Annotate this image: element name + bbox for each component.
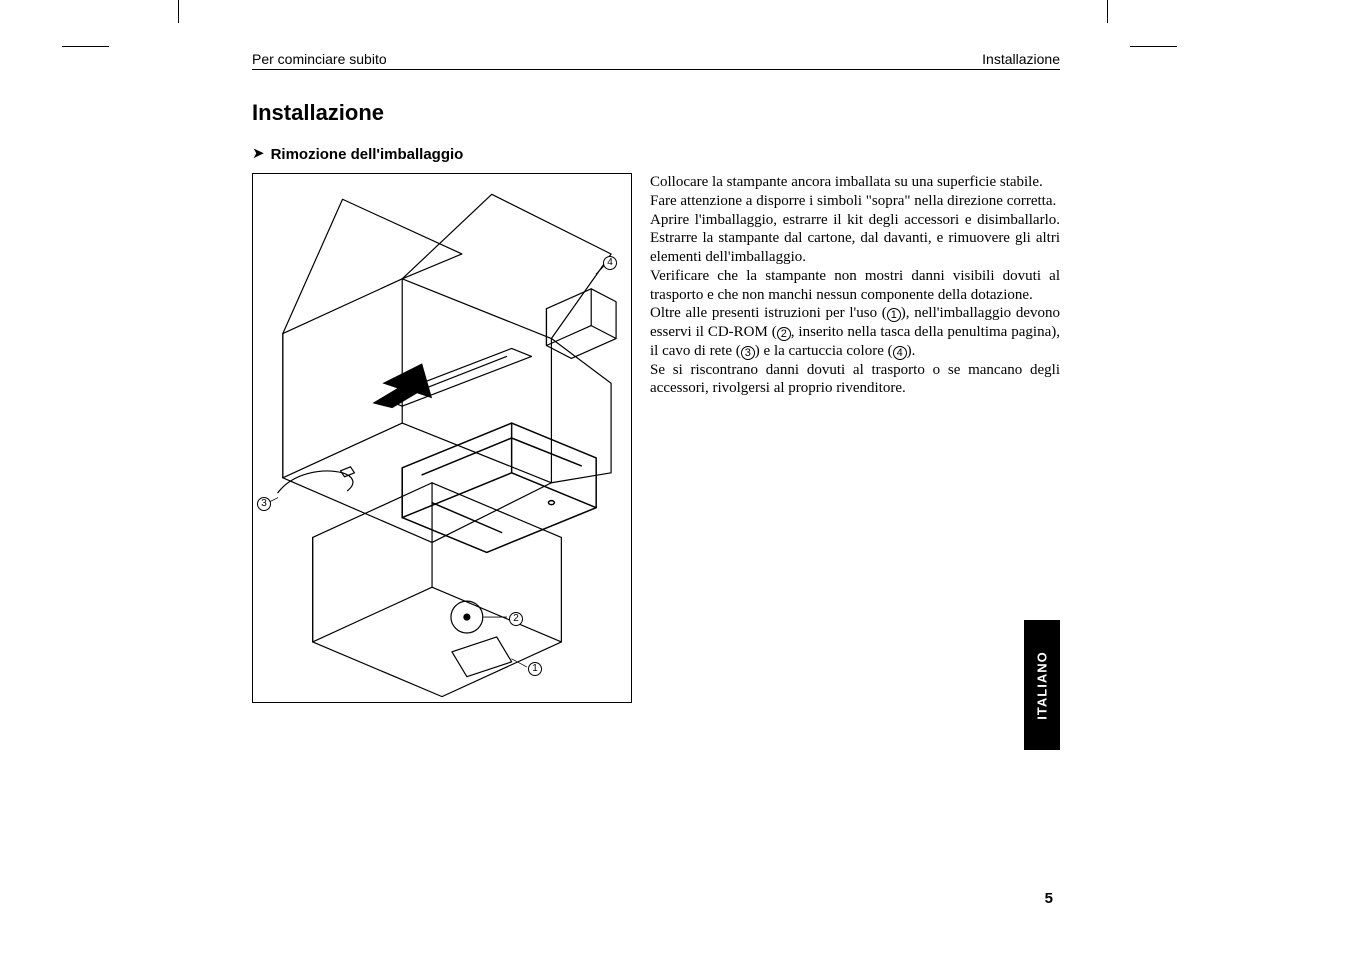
- circled-number-4: 4: [893, 346, 907, 360]
- crop-mark: [62, 46, 109, 47]
- subsection-title: Rimozione dell'imballaggio: [271, 146, 464, 163]
- figure-callout-4: 4: [603, 256, 617, 270]
- printer-unpacking-illustration: [253, 174, 631, 702]
- arrow-icon: ➤: [252, 147, 265, 162]
- page-title: Installazione: [252, 100, 1060, 126]
- paragraph: Collocare la stampante ancora imballata …: [650, 173, 1060, 192]
- crop-mark: [1130, 46, 1177, 47]
- figure-callout-2: 2: [509, 612, 523, 626]
- paragraph: Aprire l'imballaggio, estrarre il kit de…: [650, 211, 1060, 267]
- header-right: Installazione: [982, 51, 1060, 67]
- subsection-header: ➤ Rimozione dell'imballaggio: [252, 146, 1060, 163]
- header-left: Per cominciare subito: [252, 51, 387, 67]
- figure-callout-3: 3: [257, 497, 271, 511]
- circled-number-1: 1: [887, 308, 901, 322]
- running-header: Per cominciare subito Installazione: [252, 51, 1060, 70]
- circled-number-3: 3: [741, 346, 755, 360]
- crop-mark: [178, 0, 179, 23]
- text-run: Oltre alle presenti istruzioni per l'uso…: [650, 305, 887, 321]
- body-text: Collocare la stampante ancora imballata …: [650, 173, 1060, 398]
- paragraph: Oltre alle presenti istruzioni per l'uso…: [650, 304, 1060, 360]
- circled-number-2: 2: [777, 327, 791, 341]
- unpacking-figure: 4 3 2 1: [252, 173, 632, 703]
- figure-callout-1: 1: [528, 662, 542, 676]
- language-tab: ITALIANO: [1024, 620, 1060, 750]
- content-row: 4 3 2 1 Collocare la stampante ancora im…: [252, 173, 1060, 703]
- page-content: Per cominciare subito Installazione Inst…: [252, 51, 1060, 703]
- text-run: ) e la cartuccia colore (: [755, 343, 893, 359]
- text-run: ).: [907, 343, 916, 359]
- page-number: 5: [1045, 890, 1053, 907]
- paragraph: Fare attenzione a disporre i simboli "so…: [650, 192, 1060, 211]
- paragraph: Se si riscontrano danni dovuti al traspo…: [650, 361, 1060, 399]
- language-label: ITALIANO: [1035, 651, 1050, 719]
- crop-mark: [1107, 0, 1108, 23]
- paragraph: Verificare che la stampante non mostri d…: [650, 267, 1060, 305]
